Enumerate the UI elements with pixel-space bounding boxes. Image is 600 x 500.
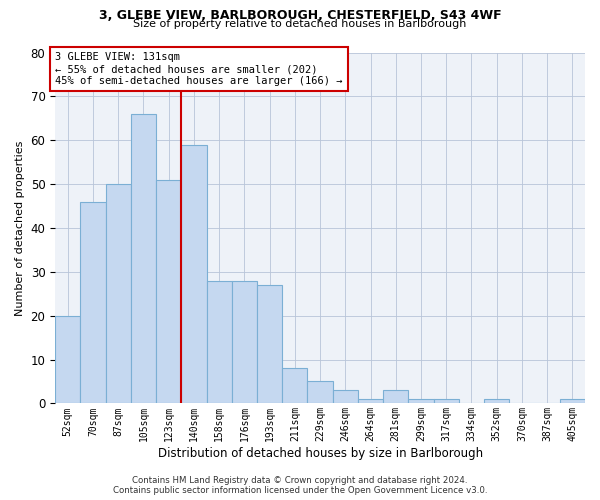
X-axis label: Distribution of detached houses by size in Barlborough: Distribution of detached houses by size … (158, 447, 482, 460)
Bar (358, 399, 383, 404)
Y-axis label: Number of detached properties: Number of detached properties (15, 140, 25, 316)
Text: Size of property relative to detached houses in Barlborough: Size of property relative to detached ho… (133, 19, 467, 29)
Bar (232, 280, 257, 404)
Text: 3, GLEBE VIEW, BARLBOROUGH, CHESTERFIELD, S43 4WF: 3, GLEBE VIEW, BARLBOROUGH, CHESTERFIELD… (98, 9, 502, 22)
Bar (282, 368, 307, 404)
Bar (484, 399, 509, 404)
Bar (181, 144, 206, 404)
Bar (55, 316, 80, 404)
Bar (409, 399, 434, 404)
Bar (307, 382, 332, 404)
Bar (332, 390, 358, 404)
Bar (106, 184, 131, 404)
Bar (257, 285, 282, 404)
Text: 3 GLEBE VIEW: 131sqm
← 55% of detached houses are smaller (202)
45% of semi-deta: 3 GLEBE VIEW: 131sqm ← 55% of detached h… (55, 52, 343, 86)
Bar (434, 399, 459, 404)
Bar (206, 280, 232, 404)
Bar (131, 114, 156, 404)
Bar (383, 390, 409, 404)
Bar (156, 180, 181, 404)
Bar (560, 399, 585, 404)
Bar (80, 202, 106, 404)
Text: Contains HM Land Registry data © Crown copyright and database right 2024.
Contai: Contains HM Land Registry data © Crown c… (113, 476, 487, 495)
